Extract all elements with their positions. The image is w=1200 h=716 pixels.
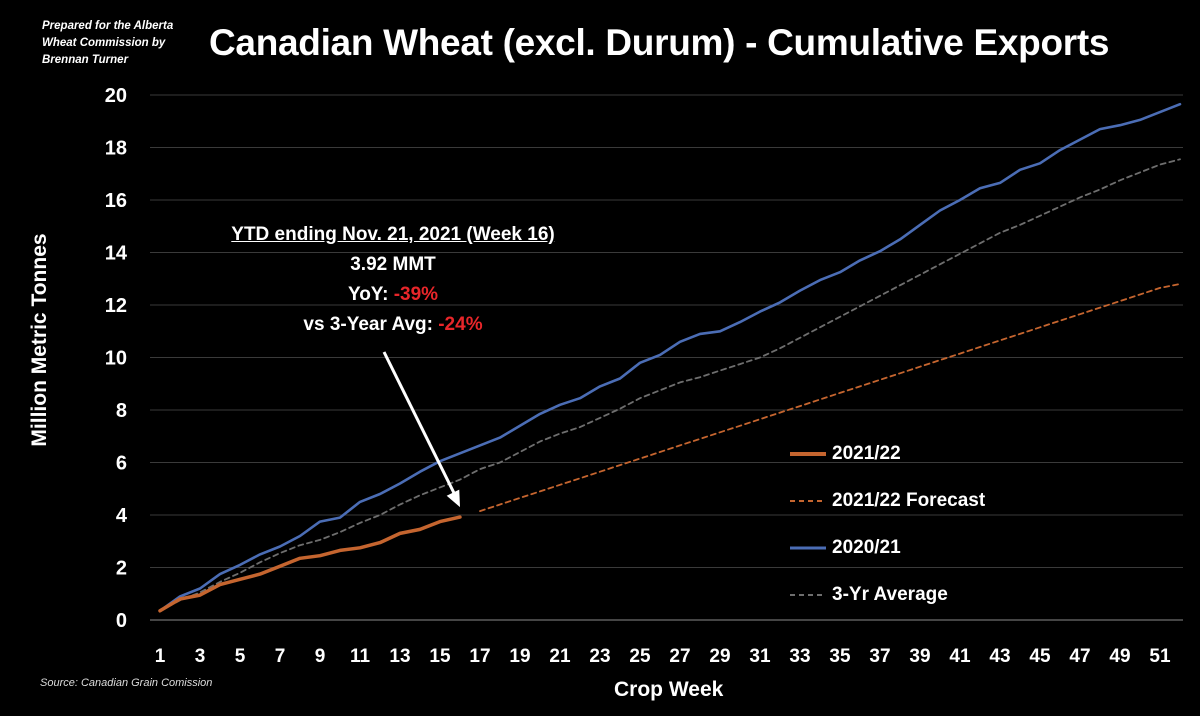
x-tick-label: 41 [949, 646, 971, 667]
x-tick-label: 39 [909, 646, 930, 667]
annotation-heading: YTD ending Nov. 21, 2021 (Week 16) [231, 224, 555, 245]
x-axis-label: Crop Week [614, 678, 724, 701]
legend-label: 3-Yr Average [832, 583, 948, 605]
x-tick-label: 17 [469, 646, 490, 667]
annotation-arrowhead [446, 489, 460, 508]
annotation-yoy: YoY: -39% [194, 280, 592, 310]
x-tick-label: 27 [669, 646, 690, 667]
x-tick-label: 25 [629, 646, 651, 667]
prepared-by-line: Wheat Commission by [42, 37, 166, 49]
x-tick-label: 29 [709, 646, 730, 667]
series-line-2020-21 [158, 102, 1182, 613]
y-tick-label: 14 [105, 243, 128, 265]
chart-title: Canadian Wheat (excl. Durum) - Cumulativ… [209, 22, 1110, 63]
prepared-by-line: Brennan Turner [42, 54, 129, 66]
y-tick-label: 4 [116, 505, 128, 527]
y-tick-label: 20 [105, 85, 127, 107]
x-tick-label: 21 [549, 646, 571, 667]
y-tick-label: 12 [105, 295, 127, 317]
legend-item-3-yr-average: 3-Yr Average [790, 571, 985, 618]
x-tick-label: 11 [350, 646, 371, 667]
y-tick-label: 18 [105, 138, 127, 160]
x-tick-label: 5 [235, 646, 246, 667]
x-tick-label: 15 [429, 646, 451, 667]
legend-item-2020-21: 2020/21 [790, 524, 985, 571]
ytd-annotation: YTD ending Nov. 21, 2021 (Week 16) 3.92 … [194, 220, 592, 340]
yoy-value: -39% [393, 284, 439, 305]
y-tick-label: 2 [116, 558, 127, 580]
legend-label: 2020/21 [832, 536, 901, 558]
x-tick-label: 23 [589, 646, 610, 667]
source-note: Source: Canadian Grain Comission [40, 677, 213, 689]
prepared-by-line: Prepared for the Alberta [42, 20, 174, 32]
annotation-arrow [382, 351, 458, 498]
legend-label: 2021/22 [832, 442, 901, 464]
x-tick-label: 37 [869, 646, 890, 667]
x-tick-label: 3 [195, 646, 206, 667]
legend-label: 2021/22 Forecast [832, 489, 986, 511]
x-tick-label: 31 [749, 646, 771, 667]
x-tick-label: 7 [275, 646, 286, 667]
legend: 2021/22 2021/22 Forecast 2020/21 3-Yr Av… [790, 430, 985, 618]
avg-value: -24% [438, 314, 483, 335]
y-tick-label: 10 [105, 348, 127, 370]
series-line-3-yr-average [159, 158, 1181, 612]
y-axis-label: Million Metric Tonnes [28, 233, 51, 447]
legend-item-2021-22-forecast: 2021/22 Forecast [790, 477, 985, 524]
legend-swatch [790, 451, 826, 456]
legend-swatch [790, 593, 826, 596]
y-tick-label: 8 [116, 400, 127, 422]
legend-item-2021-22: 2021/22 [790, 430, 985, 477]
x-tick-label: 33 [789, 646, 810, 667]
legend-swatch [790, 499, 826, 502]
x-tick-label: 43 [989, 646, 1010, 667]
series-line-2021-22 [158, 515, 462, 613]
x-tick-label: 51 [1149, 646, 1171, 667]
prepared-by-note: Prepared for the Alberta Wheat Commissio… [42, 18, 212, 69]
x-tick-label: 9 [315, 646, 326, 667]
x-tick-label: 35 [829, 646, 851, 667]
yoy-label: YoY: [347, 284, 394, 305]
y-tick-label: 16 [105, 190, 127, 212]
x-tick-label: 47 [1069, 646, 1090, 667]
annotation-avg: vs 3-Year Avg: -24% [194, 310, 592, 340]
x-tick-label: 45 [1029, 646, 1051, 667]
annotation-total: 3.92 MMT [350, 254, 436, 275]
series-line-2021-22-forecast [479, 283, 1181, 513]
x-tick-label: 19 [509, 646, 530, 667]
x-tick-label: 1 [155, 646, 166, 667]
x-tick-label: 49 [1109, 646, 1130, 667]
y-tick-label: 0 [116, 610, 127, 632]
x-tick-label: 13 [389, 646, 410, 667]
avg-label: vs 3-Year Avg: [303, 314, 439, 335]
legend-swatch [790, 546, 826, 549]
y-tick-label: 6 [116, 453, 127, 475]
